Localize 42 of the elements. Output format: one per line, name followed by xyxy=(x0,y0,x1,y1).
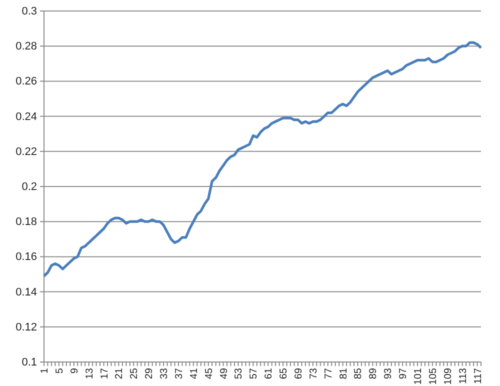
x-tick-label: 21 xyxy=(114,368,126,380)
x-tick-label: 57 xyxy=(248,368,260,380)
x-tick-label: 89 xyxy=(368,368,380,380)
x-tick-label: 61 xyxy=(264,368,275,380)
x-tick-label: 85 xyxy=(353,368,364,380)
x-tick-label: 65 xyxy=(278,368,290,380)
x-tick-label: 113 xyxy=(458,368,469,384)
x-tick-label: 17 xyxy=(99,368,110,380)
y-tick-label: 0.22 xyxy=(16,146,37,158)
x-tick-label: 33 xyxy=(159,368,170,380)
y-tick-label: 0.3 xyxy=(22,6,37,18)
x-tick-label: 9 xyxy=(69,368,80,374)
y-tick-label: 0.2 xyxy=(22,181,37,194)
x-tick-label: 37 xyxy=(174,368,185,380)
x-tick-label: 105 xyxy=(428,368,439,385)
x-tick-label: 13 xyxy=(84,368,96,380)
line-series xyxy=(42,41,482,278)
y-tick-label: 0.14 xyxy=(16,286,37,298)
y-tick-label: 0.12 xyxy=(16,321,37,334)
x-tick-label: 53 xyxy=(234,368,245,380)
x-tick-label: 77 xyxy=(323,368,334,380)
y-tick-label: 0.28 xyxy=(16,40,37,53)
x-tick-label: 69 xyxy=(293,368,304,380)
x-tick-label: 5 xyxy=(54,368,66,374)
y-tick-label: 0.16 xyxy=(16,251,37,264)
x-tick-label: 1 xyxy=(40,368,50,374)
y-tick-label: 0.1 xyxy=(22,356,37,369)
x-tick-label: 93 xyxy=(383,368,394,380)
y-tick-label: 0.24 xyxy=(16,110,37,123)
x-tick-label: 29 xyxy=(144,368,156,380)
x-tick-label: 101 xyxy=(413,368,424,385)
x-tick-label: 41 xyxy=(188,368,200,380)
x-tick-label: 49 xyxy=(218,368,230,380)
x-tick-label: 97 xyxy=(398,368,410,380)
x-tick-label: 25 xyxy=(129,368,140,380)
x-tick-label: 81 xyxy=(338,368,350,380)
y-tick-label: 0.26 xyxy=(16,76,37,88)
x-tick-label: 73 xyxy=(308,368,320,380)
x-tick-label: 45 xyxy=(204,368,215,380)
y-tick-label: 0.18 xyxy=(16,216,37,228)
x-tick-label: 117 xyxy=(472,368,484,384)
x-tick-label: 109 xyxy=(442,368,454,385)
